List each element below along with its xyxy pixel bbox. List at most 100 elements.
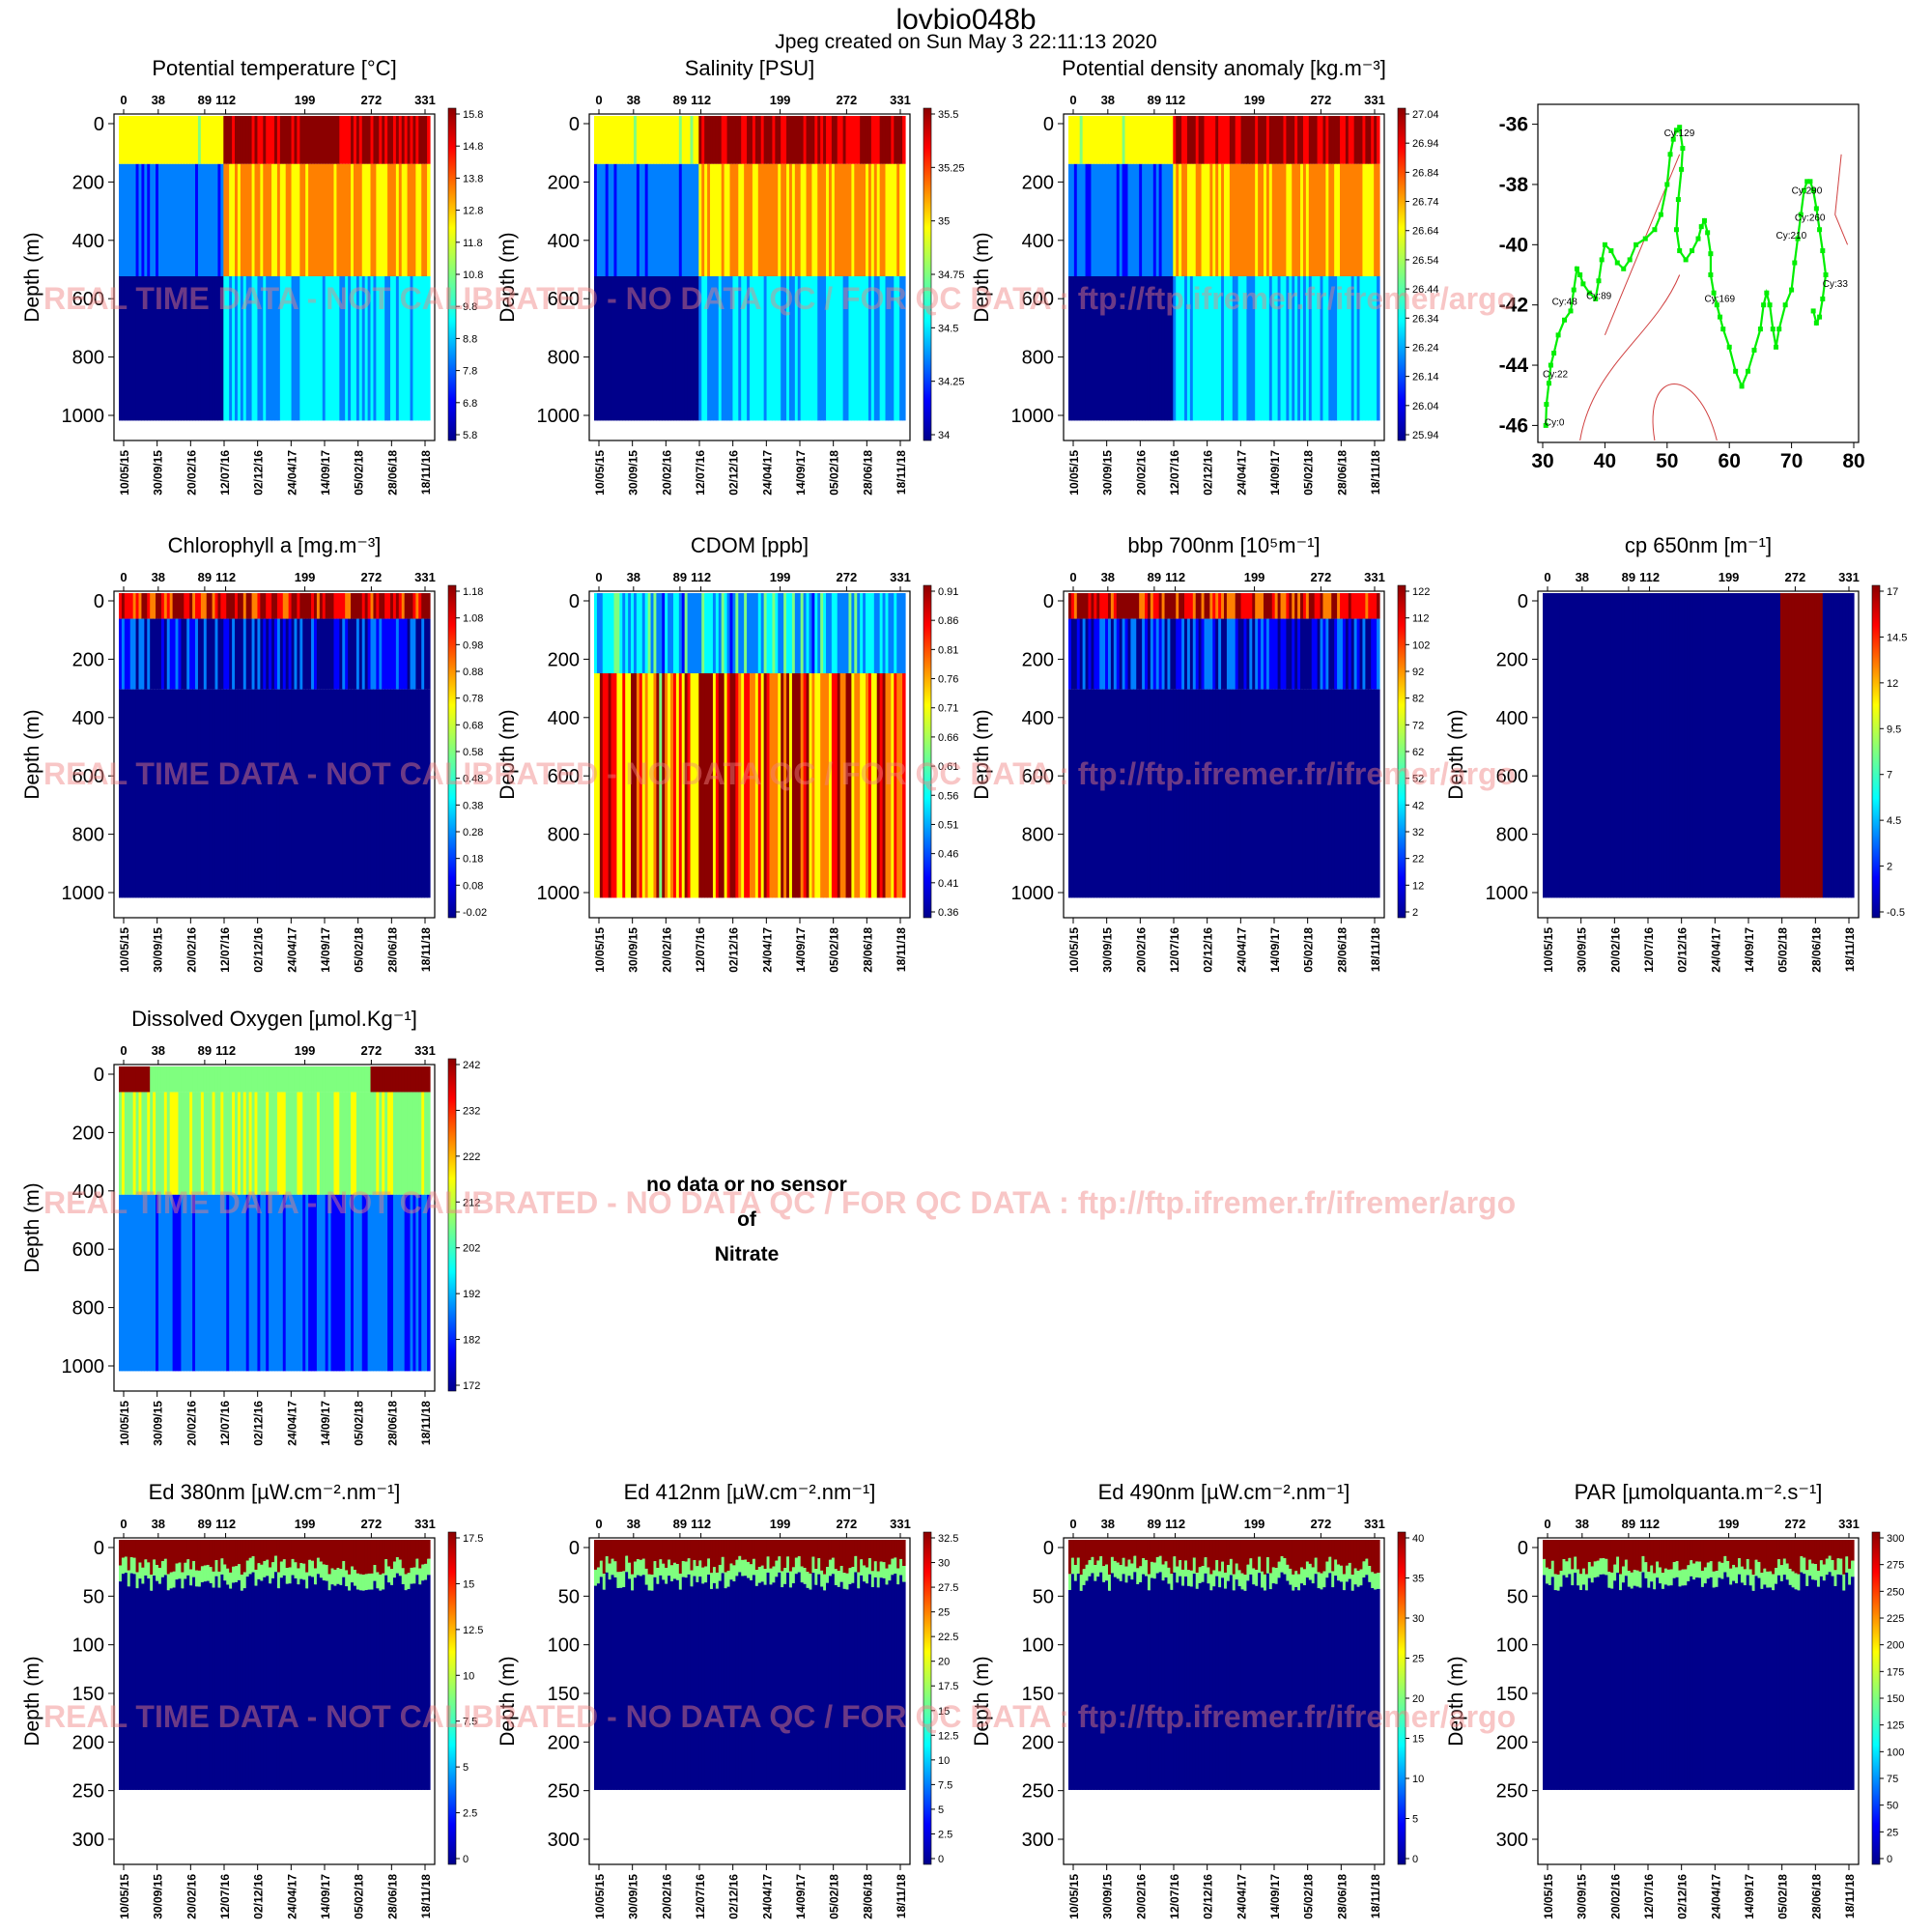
heat-cell — [757, 1582, 762, 1790]
heat-cell — [226, 1568, 230, 1585]
heat-cell — [1610, 1572, 1614, 1589]
heat-cell — [1831, 593, 1835, 898]
heat-cell — [851, 1567, 855, 1583]
heat-cell — [659, 116, 663, 164]
panel-title: Potential temperature [°C] — [152, 56, 396, 80]
heat-cell — [672, 116, 677, 164]
heat-cell — [401, 593, 406, 619]
top-tick-label: 89 — [1148, 1517, 1161, 1531]
heat-cell — [232, 1540, 236, 1567]
heat-cell — [325, 1194, 329, 1372]
heat-cell — [1656, 1577, 1660, 1790]
y-tick-label: 600 — [1022, 766, 1054, 787]
heat-cell — [1337, 1580, 1341, 1790]
heat-cell — [404, 1066, 409, 1093]
heat-cell — [195, 276, 199, 421]
heat-cell — [361, 1575, 366, 1591]
heat-cell — [1070, 116, 1075, 164]
heat-cell — [1641, 1572, 1645, 1790]
heat-cell — [1085, 1564, 1090, 1581]
heat-cell — [1356, 116, 1361, 164]
x-date-label: 20/02/16 — [660, 1874, 673, 1919]
heat-cell — [650, 593, 655, 673]
heat-cell — [316, 618, 321, 690]
heat-cell — [421, 1580, 425, 1790]
x-date-label: 10/05/15 — [593, 927, 607, 973]
heat-cell — [1209, 1574, 1213, 1591]
heat-cell — [1374, 163, 1378, 276]
float-track-line — [1545, 125, 1828, 426]
heat-cell — [1571, 593, 1575, 898]
panel-10: Ed 412nm [µW.cm⁻².nm⁻¹]05010015020025030… — [497, 1480, 958, 1919]
heat-cell — [1317, 618, 1321, 690]
heat-cell — [1300, 1583, 1304, 1790]
heat-cell — [1139, 163, 1143, 276]
heat-cell — [147, 1540, 151, 1563]
float-track-point — [1807, 179, 1813, 185]
heat-cell — [1150, 1561, 1154, 1578]
heat-cell — [1289, 163, 1293, 276]
panel-title: Ed 412nm [µW.cm⁻².nm⁻¹] — [624, 1480, 876, 1504]
heat-cell — [1076, 618, 1081, 690]
heat-cell — [1362, 593, 1366, 619]
heat-cell — [322, 116, 327, 164]
heat-cell — [1088, 689, 1093, 898]
heat-cell — [1345, 116, 1350, 164]
heat-cell — [266, 116, 270, 164]
heat-cell — [147, 116, 151, 164]
heat-cell — [803, 276, 808, 421]
heat-cell — [1265, 1573, 1270, 1790]
heat-cell — [1133, 1572, 1137, 1790]
heat-cell — [1167, 1583, 1171, 1790]
heat-cell — [1119, 116, 1123, 164]
heat-cell — [266, 1066, 270, 1093]
heat-cell — [1076, 1574, 1081, 1790]
heat-cell — [718, 1580, 723, 1790]
heat-cell — [195, 163, 199, 276]
heat-cell — [260, 618, 264, 690]
heat-cell — [390, 276, 394, 421]
heat-cell — [1215, 618, 1219, 690]
heat-cell — [209, 593, 213, 619]
heat-cell — [232, 1566, 236, 1583]
heat-cell — [1224, 1540, 1228, 1573]
heat-cell — [1308, 689, 1313, 898]
heat-cell — [1715, 593, 1719, 898]
heat-cell — [288, 163, 293, 276]
heat-cell — [896, 1584, 900, 1790]
y-tick-label: 0 — [1043, 114, 1054, 135]
heat-cell — [693, 1576, 696, 1790]
heat-cell — [1814, 593, 1818, 898]
heat-cell — [1229, 1558, 1234, 1576]
heat-cell — [1577, 1569, 1580, 1586]
top-tick-label: 331 — [1364, 1517, 1385, 1531]
heat-cell — [339, 593, 343, 619]
heat-cell — [729, 1563, 734, 1580]
heat-cell — [235, 1566, 239, 1582]
heat-cell — [269, 593, 272, 619]
heat-cell — [814, 593, 818, 673]
heat-cell — [1302, 276, 1307, 421]
heat-cell — [594, 1585, 598, 1790]
heat-cell — [670, 1580, 674, 1790]
heat-cell — [1687, 593, 1690, 898]
heat-cell — [370, 1573, 375, 1590]
heat-cell — [401, 1194, 406, 1372]
heat-cell — [1147, 689, 1151, 898]
colorbar-label: 0.86 — [938, 615, 958, 627]
heat-cell — [675, 593, 680, 673]
x-date-label: 14/09/17 — [1268, 450, 1282, 496]
heat-cell — [1368, 276, 1372, 421]
cycle-label: Cy:169 — [1704, 295, 1735, 305]
heat-cell — [424, 1092, 428, 1195]
heat-cell — [656, 1568, 660, 1584]
heat-cell — [157, 1567, 162, 1584]
x-date-label: 18/11/18 — [1843, 927, 1857, 972]
heat-cell — [1110, 593, 1115, 619]
colorbar-label: 0.98 — [463, 639, 483, 651]
heat-cell — [831, 1557, 836, 1575]
heat-cell — [1556, 1575, 1561, 1591]
heat-cell — [124, 593, 128, 619]
heat-cell — [848, 116, 852, 164]
heat-cell — [147, 618, 151, 690]
